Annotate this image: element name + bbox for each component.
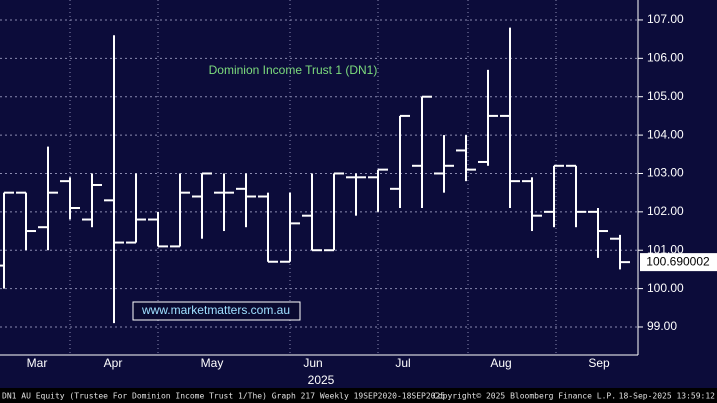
y-tick-label: 107.00 <box>647 12 684 26</box>
y-tick-label: 101.00 <box>647 242 684 256</box>
footer-left: DN1 AU Equity (Trustee For Dominion Inco… <box>2 392 445 401</box>
x-tick-label: May <box>201 356 224 370</box>
y-tick-label: 100.00 <box>647 281 684 295</box>
y-tick-label: 102.00 <box>647 204 684 218</box>
y-tick-label: 99.00 <box>647 319 677 333</box>
x-tick-label: Jun <box>303 356 322 370</box>
year-label: 2025 <box>308 373 335 387</box>
footer-middle: Copyright© 2025 Bloomberg Finance L.P. <box>433 392 616 401</box>
x-tick-label: Sep <box>588 356 610 370</box>
watermark-box <box>132 301 301 321</box>
footer-right: 18-Sep-2025 13:59:12 <box>619 392 716 401</box>
y-tick-label: 106.00 <box>647 51 684 65</box>
chart-title: Dominion Income Trust 1 (DN1) <box>209 63 378 77</box>
x-tick-label: Jul <box>395 356 410 370</box>
y-tick-label: 103.00 <box>647 166 684 180</box>
footer-bar <box>0 388 717 403</box>
x-tick-label: Mar <box>27 356 48 370</box>
watermark: www.marketmatters.com.au <box>141 303 290 317</box>
y-tick-label: 104.00 <box>647 127 684 141</box>
last-price-box <box>640 253 717 272</box>
last-price-label: 100.690002 <box>646 254 710 268</box>
x-tick-label: Apr <box>104 356 123 370</box>
y-tick-label: 105.00 <box>647 89 684 103</box>
x-tick-label: Aug <box>490 356 511 370</box>
